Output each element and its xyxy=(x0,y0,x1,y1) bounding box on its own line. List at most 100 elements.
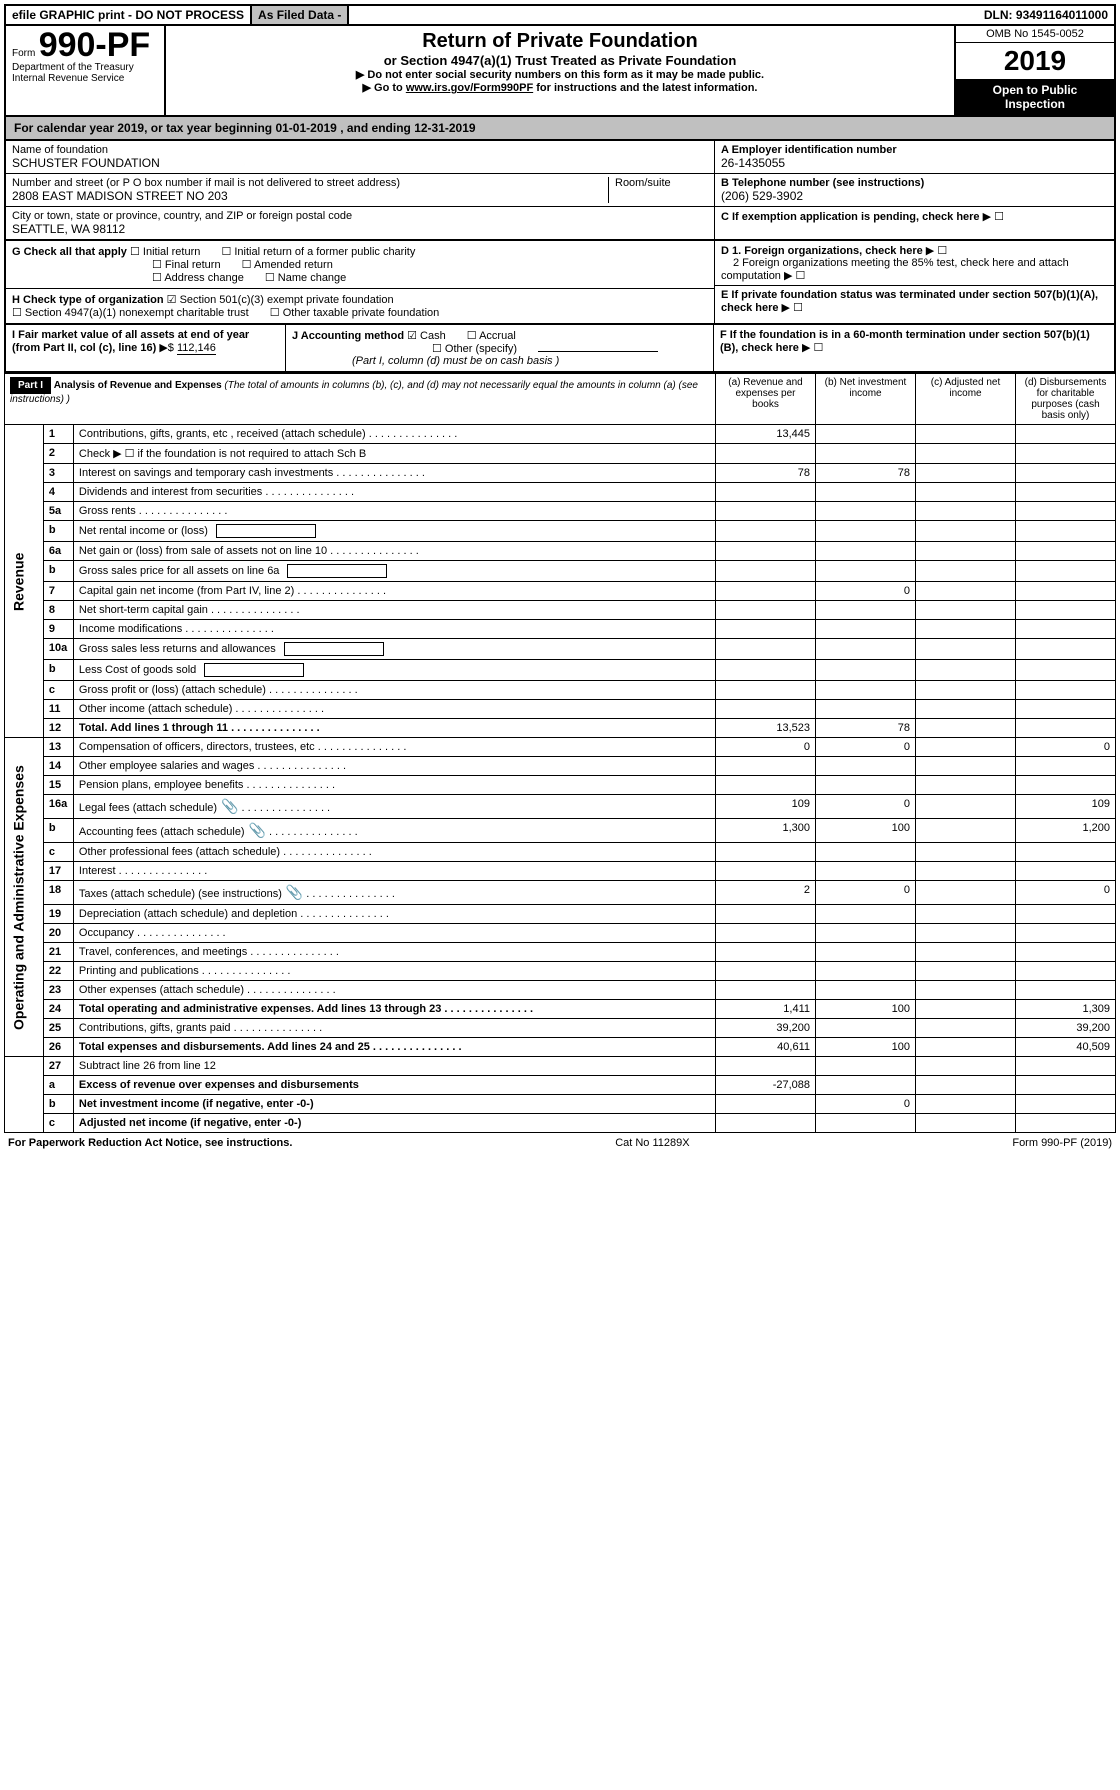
de-right: D 1. Foreign organizations, check here 2… xyxy=(714,241,1114,323)
row-description: Other expenses (attach schedule) xyxy=(73,981,715,1000)
amount-cell xyxy=(816,962,916,981)
amount-cell xyxy=(916,1057,1016,1076)
omb-number: OMB No 1545-0052 xyxy=(956,26,1114,43)
amount-cell xyxy=(916,582,1016,601)
dln-value: 93491164011000 xyxy=(1016,8,1108,22)
row-description: Interest on savings and temporary cash i… xyxy=(73,464,715,483)
amount-cell xyxy=(916,620,1016,639)
amount-cell xyxy=(816,1019,916,1038)
row-description: Other professional fees (attach schedule… xyxy=(73,843,715,862)
amount-cell: 40,611 xyxy=(716,1038,816,1057)
table-row: 19Depreciation (attach schedule) and dep… xyxy=(5,905,1116,924)
j-other[interactable]: Other (specify) xyxy=(432,342,517,355)
irs-link[interactable]: www.irs.gov/Form990PF xyxy=(406,82,533,94)
row-number: 3 xyxy=(43,464,73,483)
amount-cell: 13,445 xyxy=(716,425,816,444)
amount-cell xyxy=(1016,962,1116,981)
amount-cell xyxy=(916,601,1016,620)
g-opt-final[interactable]: Final return xyxy=(152,258,221,271)
attachment-icon[interactable]: 📎 xyxy=(282,884,303,900)
amount-cell xyxy=(916,502,1016,521)
checkbox-d1[interactable] xyxy=(937,245,947,257)
amount-cell: 1,300 xyxy=(716,819,816,843)
amount-cell xyxy=(916,905,1016,924)
g-opt-address[interactable]: Address change xyxy=(152,271,244,284)
amount-cell xyxy=(716,962,816,981)
row-number: 21 xyxy=(43,943,73,962)
amount-cell xyxy=(916,1076,1016,1095)
amount-cell xyxy=(816,620,916,639)
amount-cell xyxy=(816,601,916,620)
amount-cell xyxy=(816,1114,916,1133)
row-description: Accounting fees (attach schedule) 📎 xyxy=(73,819,715,843)
attachment-icon[interactable]: 📎 xyxy=(217,798,238,814)
row-description: Adjusted net income (if negative, enter … xyxy=(73,1114,715,1133)
checkbox-c[interactable] xyxy=(994,211,1004,223)
amount-cell xyxy=(716,483,816,502)
h-opt-4947[interactable]: Section 4947(a)(1) nonexempt charitable … xyxy=(12,306,249,319)
row-description: Travel, conferences, and meetings xyxy=(73,943,715,962)
j-cash[interactable]: Cash xyxy=(407,329,446,342)
amount-cell: 109 xyxy=(716,795,816,819)
amount-cell xyxy=(916,425,1016,444)
amount-cell: 1,309 xyxy=(1016,1000,1116,1019)
g-opt-initial[interactable]: Initial return xyxy=(130,245,200,258)
g-opt-former[interactable]: Initial return of a former public charit… xyxy=(221,245,415,258)
table-row: 9Income modifications xyxy=(5,620,1116,639)
amount-cell xyxy=(816,700,916,719)
amount-cell xyxy=(716,981,816,1000)
amount-cell xyxy=(916,924,1016,943)
amount-cell xyxy=(916,776,1016,795)
amount-cell xyxy=(916,660,1016,681)
row-number: 14 xyxy=(43,757,73,776)
h-opt-other[interactable]: Other taxable private foundation xyxy=(270,306,439,319)
amount-cell: 40,509 xyxy=(1016,1038,1116,1057)
amount-cell xyxy=(1016,981,1116,1000)
amount-cell: 13,523 xyxy=(716,719,816,738)
j-accrual[interactable]: Accrual xyxy=(467,329,516,342)
row-description: Gross sales price for all assets on line… xyxy=(73,561,715,582)
amount-cell xyxy=(916,843,1016,862)
table-row: bGross sales price for all assets on lin… xyxy=(5,561,1116,582)
asfiled-label: As Filed Data - xyxy=(252,6,349,24)
attachment-icon[interactable]: 📎 xyxy=(245,822,266,838)
g-opt-name[interactable]: Name change xyxy=(265,271,346,284)
checkbox-f[interactable] xyxy=(813,342,823,354)
g-opt-amended[interactable]: Amended return xyxy=(242,258,333,271)
tax-year: 2019 xyxy=(956,43,1114,79)
title-warn: ▶ Do not enter social security numbers o… xyxy=(172,68,948,81)
table-row: 20Occupancy xyxy=(5,924,1116,943)
amount-cell xyxy=(1016,776,1116,795)
row-number: 7 xyxy=(43,582,73,601)
row-number: 4 xyxy=(43,483,73,502)
amount-cell xyxy=(916,639,1016,660)
amount-cell: 0 xyxy=(816,881,916,905)
amount-cell xyxy=(1016,521,1116,542)
checkbox-e[interactable] xyxy=(793,302,803,314)
open-to-public: Open to Public Inspection xyxy=(956,79,1114,115)
amount-cell xyxy=(1016,1057,1116,1076)
foundation-name: SCHUSTER FOUNDATION xyxy=(12,156,160,170)
row-description: Legal fees (attach schedule) 📎 xyxy=(73,795,715,819)
amount-cell xyxy=(716,1114,816,1133)
amount-cell: 0 xyxy=(816,795,916,819)
dln-cell: DLN: 93491164011000 xyxy=(978,6,1114,24)
col-b-header: (b) Net investment income xyxy=(816,374,916,425)
h-opt-501c3[interactable]: Section 501(c)(3) exempt private foundat… xyxy=(167,293,394,306)
amount-cell xyxy=(816,943,916,962)
row-number: 18 xyxy=(43,881,73,905)
amount-cell xyxy=(816,757,916,776)
footer-left: For Paperwork Reduction Act Notice, see … xyxy=(8,1137,292,1149)
amount-cell xyxy=(1016,924,1116,943)
amount-cell xyxy=(816,502,916,521)
amount-cell xyxy=(816,1076,916,1095)
amount-cell xyxy=(716,1095,816,1114)
row-number: 24 xyxy=(43,1000,73,1019)
amount-cell xyxy=(916,542,1016,561)
checkbox-d2[interactable] xyxy=(796,270,806,282)
amount-cell xyxy=(716,542,816,561)
amount-cell xyxy=(816,542,916,561)
row-number: c xyxy=(43,1114,73,1133)
amount-cell xyxy=(716,502,816,521)
section-j: J Accounting method Cash Accrual Other (… xyxy=(286,325,714,371)
